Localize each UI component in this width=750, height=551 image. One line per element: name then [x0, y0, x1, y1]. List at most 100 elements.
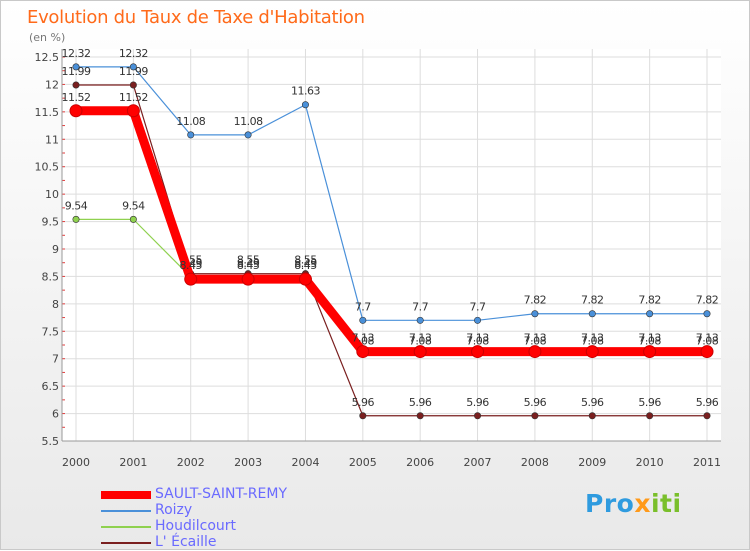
data-label-roizy: 12.32: [62, 47, 91, 60]
data-point-l-ecaille: [416, 412, 424, 420]
legend-label: Houdilcourt: [155, 518, 237, 534]
data-label-houdilcourt: 9.54: [122, 199, 145, 212]
y-tick-label: 5.5: [42, 435, 60, 448]
data-point-roizy: [187, 131, 195, 139]
data-point-roizy: [301, 101, 309, 109]
data-point-roizy: [588, 310, 596, 318]
data-label-houdilcourt: 7.08: [696, 334, 719, 347]
data-point-roizy: [474, 316, 482, 324]
x-tick-label: 2000: [62, 456, 90, 469]
data-label-houdilcourt: 9.54: [65, 199, 88, 212]
data-label-roizy: 7.7: [355, 300, 371, 313]
data-point-sault-saint-remy: [126, 104, 140, 118]
data-label-sault-saint-remy: 7.13: [409, 332, 432, 345]
data-label-sault-saint-remy: 8.45: [179, 259, 202, 272]
data-point-houdilcourt: [72, 215, 80, 223]
data-point-sault-saint-remy: [298, 272, 312, 286]
series-line-roizy: [75, 66, 708, 321]
data-label-roizy: 7.82: [696, 294, 719, 307]
x-tick-label: 2004: [291, 456, 319, 469]
data-point-roizy: [244, 131, 252, 139]
data-label-houdilcourt: 7.08: [466, 334, 489, 347]
legend-label: L' Écaille: [155, 534, 217, 550]
x-tick-label: 2009: [578, 456, 606, 469]
x-tick-label: 2010: [636, 456, 664, 469]
x-tick-label: 2011: [693, 456, 721, 469]
x-tick-label: 2006: [406, 456, 434, 469]
data-label-roizy: 11.08: [234, 115, 263, 128]
data-point-roizy: [646, 310, 654, 318]
chart-title: Evolution du Taux de Taxe d'Habitation: [27, 7, 365, 28]
chart-subtitle: (en %): [29, 31, 66, 44]
data-label-roizy: 11.63: [291, 85, 320, 98]
data-label-l-ecaille: 5.96: [581, 396, 604, 409]
x-tick-label: 2008: [521, 456, 549, 469]
data-point-l-ecaille: [703, 412, 711, 420]
data-label-roizy: 7.7: [412, 300, 428, 313]
y-tick-label: 12.5: [35, 51, 60, 64]
data-label-l-ecaille: 11.99: [62, 65, 91, 78]
data-point-l-ecaille: [646, 412, 654, 420]
data-label-sault-saint-remy: 11.52: [62, 91, 91, 104]
data-label-sault-saint-remy: 7.13: [638, 332, 661, 345]
data-label-sault-saint-remy: 7.13: [696, 332, 719, 345]
data-point-houdilcourt: [129, 215, 137, 223]
legend-label: SAULT-SAINT-REMY: [155, 486, 288, 502]
y-tick-label: 7.5: [42, 325, 60, 338]
data-point-sault-saint-remy: [69, 104, 83, 118]
legend-swatch: [101, 510, 151, 512]
data-label-l-ecaille: 8.55: [237, 254, 260, 267]
y-tick-label: 6.5: [42, 380, 60, 393]
x-tick-label: 2003: [234, 456, 262, 469]
data-point-sault-saint-remy: [356, 345, 370, 359]
logo-part-pro: Pro: [585, 489, 635, 518]
legend-label: Roizy: [155, 502, 193, 518]
data-label-houdilcourt: 7.08: [524, 334, 547, 347]
data-label-roizy: 11.08: [176, 115, 205, 128]
y-tick-label: 11: [45, 133, 59, 146]
series-line-sault-saint-remy: [71, 106, 712, 357]
data-label-roizy: 7.82: [524, 294, 547, 307]
data-label-roizy: 7.82: [638, 294, 661, 307]
data-point-sault-saint-remy: [413, 345, 427, 359]
data-point-sault-saint-remy: [528, 345, 542, 359]
data-point-l-ecaille: [129, 81, 137, 89]
data-label-l-ecaille: 11.99: [119, 65, 148, 78]
data-label-l-ecaille: 5.96: [466, 396, 489, 409]
y-tick-label: 11.5: [35, 106, 60, 119]
data-label-l-ecaille: 5.96: [352, 396, 375, 409]
data-label-l-ecaille: 5.96: [638, 396, 661, 409]
data-label-sault-saint-remy: 11.52: [119, 91, 148, 104]
y-tick-label: 8.5: [42, 270, 60, 283]
data-point-sault-saint-remy: [643, 345, 657, 359]
data-label-houdilcourt: 8.49: [294, 257, 317, 270]
data-point-l-ecaille: [72, 81, 80, 89]
data-label-l-ecaille: 5.96: [696, 396, 719, 409]
logo-part-iti: iti: [650, 489, 682, 518]
data-point-roizy: [531, 310, 539, 318]
y-tick-label: 9: [52, 243, 59, 256]
data-point-sault-saint-remy: [241, 272, 255, 286]
data-label-sault-saint-remy: 7.13: [466, 332, 489, 345]
y-tick-label: 6: [52, 408, 59, 421]
data-label-l-ecaille: 5.96: [409, 396, 432, 409]
data-label-sault-saint-remy: 7.13: [581, 332, 604, 345]
data-label-houdilcourt: 8.49: [237, 257, 260, 270]
x-tick-label: 2002: [177, 456, 205, 469]
legend-swatch: [101, 491, 151, 499]
data-point-l-ecaille: [531, 412, 539, 420]
data-label-l-ecaille: 5.96: [524, 396, 547, 409]
y-tick-label: 7: [52, 353, 59, 366]
plot-area: [62, 49, 721, 441]
x-tick-label: 2007: [464, 456, 492, 469]
data-label-sault-saint-remy: 8.45: [237, 259, 260, 272]
data-label-houdilcourt: 7.08: [409, 334, 432, 347]
x-tick-label: 2001: [119, 456, 147, 469]
data-label-roizy: 7.82: [581, 294, 604, 307]
data-label-roizy: 7.7: [470, 300, 486, 313]
data-label-sault-saint-remy: 7.13: [524, 332, 547, 345]
x-tick-label: 2005: [349, 456, 377, 469]
data-point-roizy: [129, 63, 137, 71]
